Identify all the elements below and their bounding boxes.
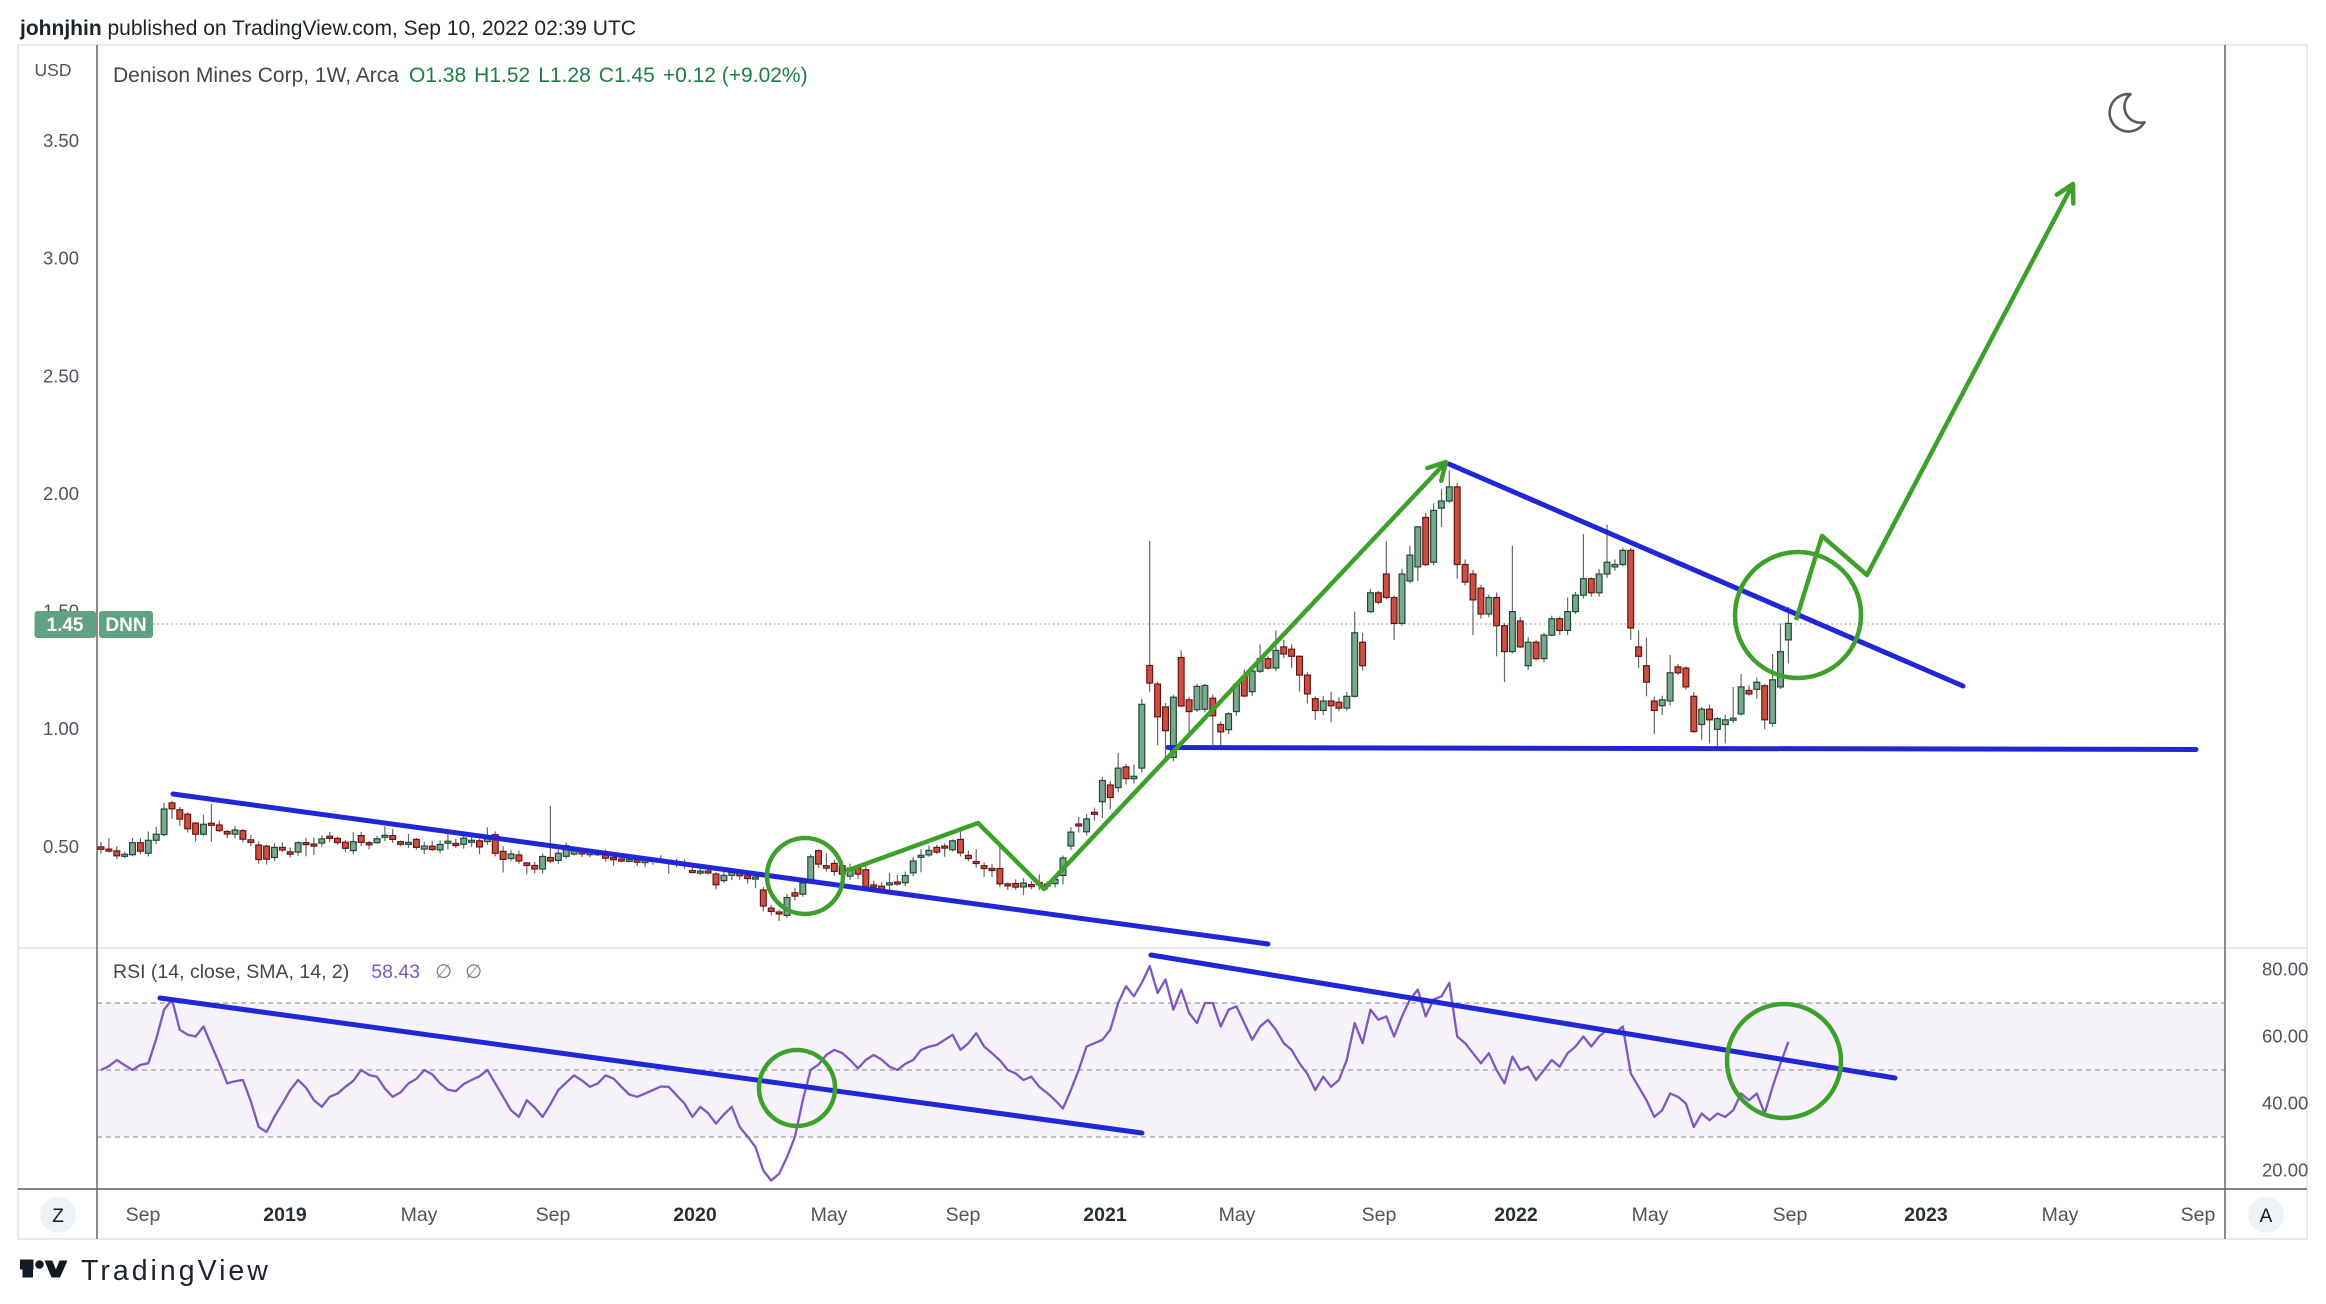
svg-text:2023: 2023 [1904, 1204, 1948, 1226]
svg-text:1.45: 1.45 [47, 615, 84, 636]
svg-text:DNN: DNN [105, 615, 146, 636]
svg-text:May: May [1632, 1204, 1669, 1226]
svg-text:60.00: 60.00 [2262, 1026, 2308, 1047]
svg-text:Sep: Sep [946, 1204, 981, 1226]
svg-text:2.50: 2.50 [43, 365, 79, 386]
svg-text:2021: 2021 [1083, 1204, 1127, 1226]
svg-text:TradingView: TradingView [81, 1255, 271, 1287]
svg-text:johnjhin published on TradingV: johnjhin published on TradingView.com, S… [19, 17, 636, 40]
svg-text:Z: Z [52, 1206, 64, 1227]
svg-text:1.00: 1.00 [43, 718, 79, 739]
svg-text:3.00: 3.00 [43, 248, 79, 269]
svg-text:20.00: 20.00 [2262, 1160, 2308, 1181]
svg-text:A: A [2260, 1206, 2273, 1227]
svg-text:RSI (14, close, SMA, 14, 2)58.: RSI (14, close, SMA, 14, 2) 58.43 ∅ ∅ [113, 961, 482, 983]
svg-text:2022: 2022 [1494, 1204, 1538, 1226]
svg-text:Sep: Sep [1362, 1204, 1397, 1226]
svg-text:May: May [401, 1204, 438, 1226]
svg-text:0.50: 0.50 [43, 836, 79, 857]
svg-text:2019: 2019 [263, 1204, 307, 1226]
svg-text:May: May [811, 1204, 848, 1226]
svg-text:2.00: 2.00 [43, 483, 79, 504]
svg-text:May: May [1219, 1204, 1256, 1226]
svg-text:2020: 2020 [673, 1204, 717, 1226]
svg-text:3.50: 3.50 [43, 130, 79, 151]
svg-text:40.00: 40.00 [2262, 1093, 2308, 1114]
svg-text:Sep: Sep [2181, 1204, 2216, 1226]
svg-text:Sep: Sep [126, 1204, 161, 1226]
svg-text:Sep: Sep [1773, 1204, 1808, 1226]
svg-text:May: May [2042, 1204, 2079, 1226]
svg-text:Sep: Sep [536, 1204, 571, 1226]
svg-text:USD: USD [35, 60, 72, 80]
svg-text:80.00: 80.00 [2262, 959, 2308, 980]
